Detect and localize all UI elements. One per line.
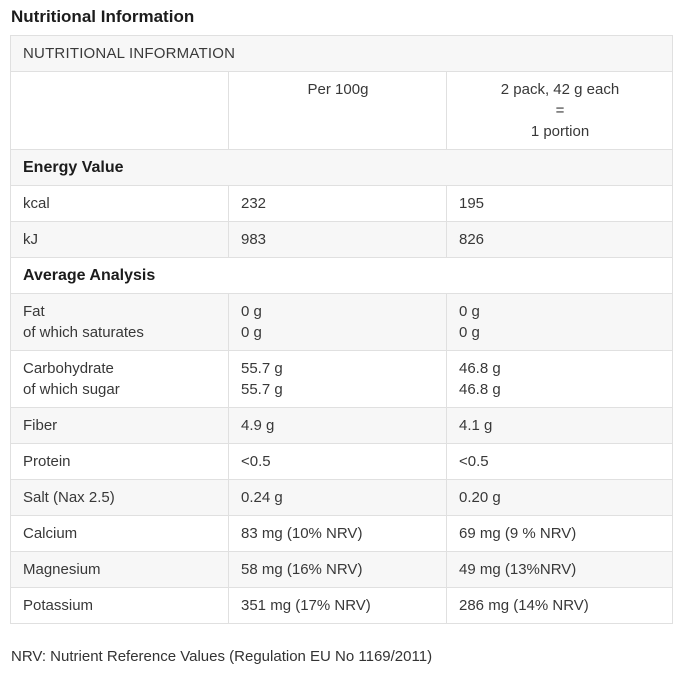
cell-line: <0.5 — [459, 453, 489, 470]
cell-line: 58 mg (16% NRV) — [241, 561, 363, 578]
section-header-label: Energy Value — [10, 149, 673, 186]
per-100g-value-cell: 4.9 g — [228, 407, 447, 444]
nutrition-table-body: NUTRITIONAL INFORMATION Per 100g 2 pack,… — [10, 35, 673, 624]
nutrient-name-cell: Fat of which saturates — [10, 293, 229, 351]
cell-line: 983 — [241, 231, 267, 248]
nutrient-row: kcal 232 195 — [10, 185, 673, 222]
per-100g-value-cell: 983 — [228, 221, 447, 258]
nutrient-row: kJ 983 826 — [10, 221, 673, 258]
cell-line: 4.1 g — [459, 417, 493, 434]
col-header-portion: 2 pack, 42 g each = 1 portion — [446, 71, 673, 150]
nutrient-name-cell: Carbohydrate of which sugar — [10, 350, 229, 408]
cell-line: 55.7 g — [241, 360, 283, 377]
per-100g-value-cell: 0.24 g — [228, 479, 447, 516]
cell-line: Protein — [23, 453, 71, 470]
nutrient-name-cell: Calcium — [10, 515, 229, 552]
cell-line: 232 — [241, 195, 267, 212]
per-portion-value-cell: 4.1 g — [446, 407, 673, 444]
col-header-empty — [10, 71, 229, 150]
cell-line: 0.20 g — [459, 489, 501, 506]
page-title: Nutritional Information — [11, 7, 195, 26]
cell-line: <0.5 — [241, 453, 271, 470]
cell-line: Magnesium — [23, 561, 101, 578]
cell-line: kJ — [23, 231, 38, 248]
col-header-portion-line: 1 portion — [530, 123, 590, 140]
section-header-row: Energy Value — [10, 149, 673, 186]
cell-line: 351 mg (17% NRV) — [241, 597, 371, 614]
col-header-portion-line: = — [555, 102, 565, 119]
cell-line: 83 mg (10% NRV) — [241, 525, 363, 542]
cell-line: 826 — [459, 231, 485, 248]
cell-line: Fiber — [23, 417, 58, 434]
cell-line: 69 mg (9 % NRV) — [459, 525, 577, 542]
per-100g-value-cell: 232 — [228, 185, 447, 222]
cell-line: 195 — [459, 195, 485, 212]
cell-line: 0 g — [459, 324, 480, 341]
per-portion-value-cell: 0.20 g — [446, 479, 673, 516]
nutrient-row: Protein <0.5 <0.5 — [10, 443, 673, 480]
nutrient-name-cell: Potassium — [10, 587, 229, 624]
per-portion-value-cell: 49 mg (13%NRV) — [446, 551, 673, 588]
cell-line: kcal — [23, 195, 50, 212]
cell-line: 286 mg (14% NRV) — [459, 597, 589, 614]
per-portion-value-cell: 195 — [446, 185, 673, 222]
per-portion-value-cell: 286 mg (14% NRV) — [446, 587, 673, 624]
cell-line: Potassium — [23, 597, 94, 614]
cell-line: of which sugar — [23, 381, 120, 398]
cell-line: 4.9 g — [241, 417, 275, 434]
per-100g-value-cell: 55.7 g 55.7 g — [228, 350, 447, 408]
cell-line: 49 mg (13%NRV) — [459, 561, 577, 578]
col-header-per-100g: Per 100g — [228, 71, 447, 150]
column-header-row: Per 100g 2 pack, 42 g each = 1 portion — [10, 71, 673, 150]
cell-line: Fat — [23, 303, 45, 320]
section-header-label: Average Analysis — [10, 257, 673, 294]
nrv-footnote: NRV: Nutrient Reference Values (Regulati… — [11, 648, 433, 665]
cell-line: Calcium — [23, 525, 78, 542]
cell-line: 0 g — [241, 303, 262, 320]
per-portion-value-cell: 46.8 g 46.8 g — [446, 350, 673, 408]
cell-line: of which saturates — [23, 324, 144, 341]
per-100g-value-cell: 351 mg (17% NRV) — [228, 587, 447, 624]
table-title: NUTRITIONAL INFORMATION — [10, 35, 673, 72]
nutrient-row: Magnesium 58 mg (16% NRV) 49 mg (13%NRV) — [10, 551, 673, 588]
per-portion-value-cell: 69 mg (9 % NRV) — [446, 515, 673, 552]
table-title-row: NUTRITIONAL INFORMATION — [10, 35, 673, 72]
per-portion-value-cell: 826 — [446, 221, 673, 258]
col-header-portion-line: 2 pack, 42 g each — [500, 81, 620, 98]
cell-line: 55.7 g — [241, 381, 283, 398]
cell-line: 0 g — [241, 324, 262, 341]
cell-line: 0.24 g — [241, 489, 283, 506]
nutrient-name-cell: kcal — [10, 185, 229, 222]
nutrient-row: Fiber 4.9 g 4.1 g — [10, 407, 673, 444]
per-100g-value-cell: 58 mg (16% NRV) — [228, 551, 447, 588]
nutrient-name-cell: Salt (Nax 2.5) — [10, 479, 229, 516]
nutrient-name-cell: Protein — [10, 443, 229, 480]
per-100g-value-cell: <0.5 — [228, 443, 447, 480]
per-100g-value-cell: 83 mg (10% NRV) — [228, 515, 447, 552]
nutrient-row: Calcium 83 mg (10% NRV) 69 mg (9 % NRV) — [10, 515, 673, 552]
cell-line: 46.8 g — [459, 381, 501, 398]
cell-line: Salt (Nax 2.5) — [23, 489, 115, 506]
cell-line: 0 g — [459, 303, 480, 320]
nutrient-row: Salt (Nax 2.5) 0.24 g 0.20 g — [10, 479, 673, 516]
nutrition-table: NUTRITIONAL INFORMATION Per 100g 2 pack,… — [10, 35, 673, 624]
nutrient-row: Potassium 351 mg (17% NRV) 286 mg (14% NRV… — [10, 587, 673, 624]
cell-line: 46.8 g — [459, 360, 501, 377]
cell-line: Carbohydrate — [23, 360, 114, 377]
section-header-row: Average Analysis — [10, 257, 673, 294]
nutrient-name-cell: kJ — [10, 221, 229, 258]
nutrient-name-cell: Magnesium — [10, 551, 229, 588]
per-portion-value-cell: <0.5 — [446, 443, 673, 480]
nutrient-name-cell: Fiber — [10, 407, 229, 444]
nutrient-row: Carbohydrate of which sugar 55.7 g 55.7 g 46… — [10, 350, 673, 408]
